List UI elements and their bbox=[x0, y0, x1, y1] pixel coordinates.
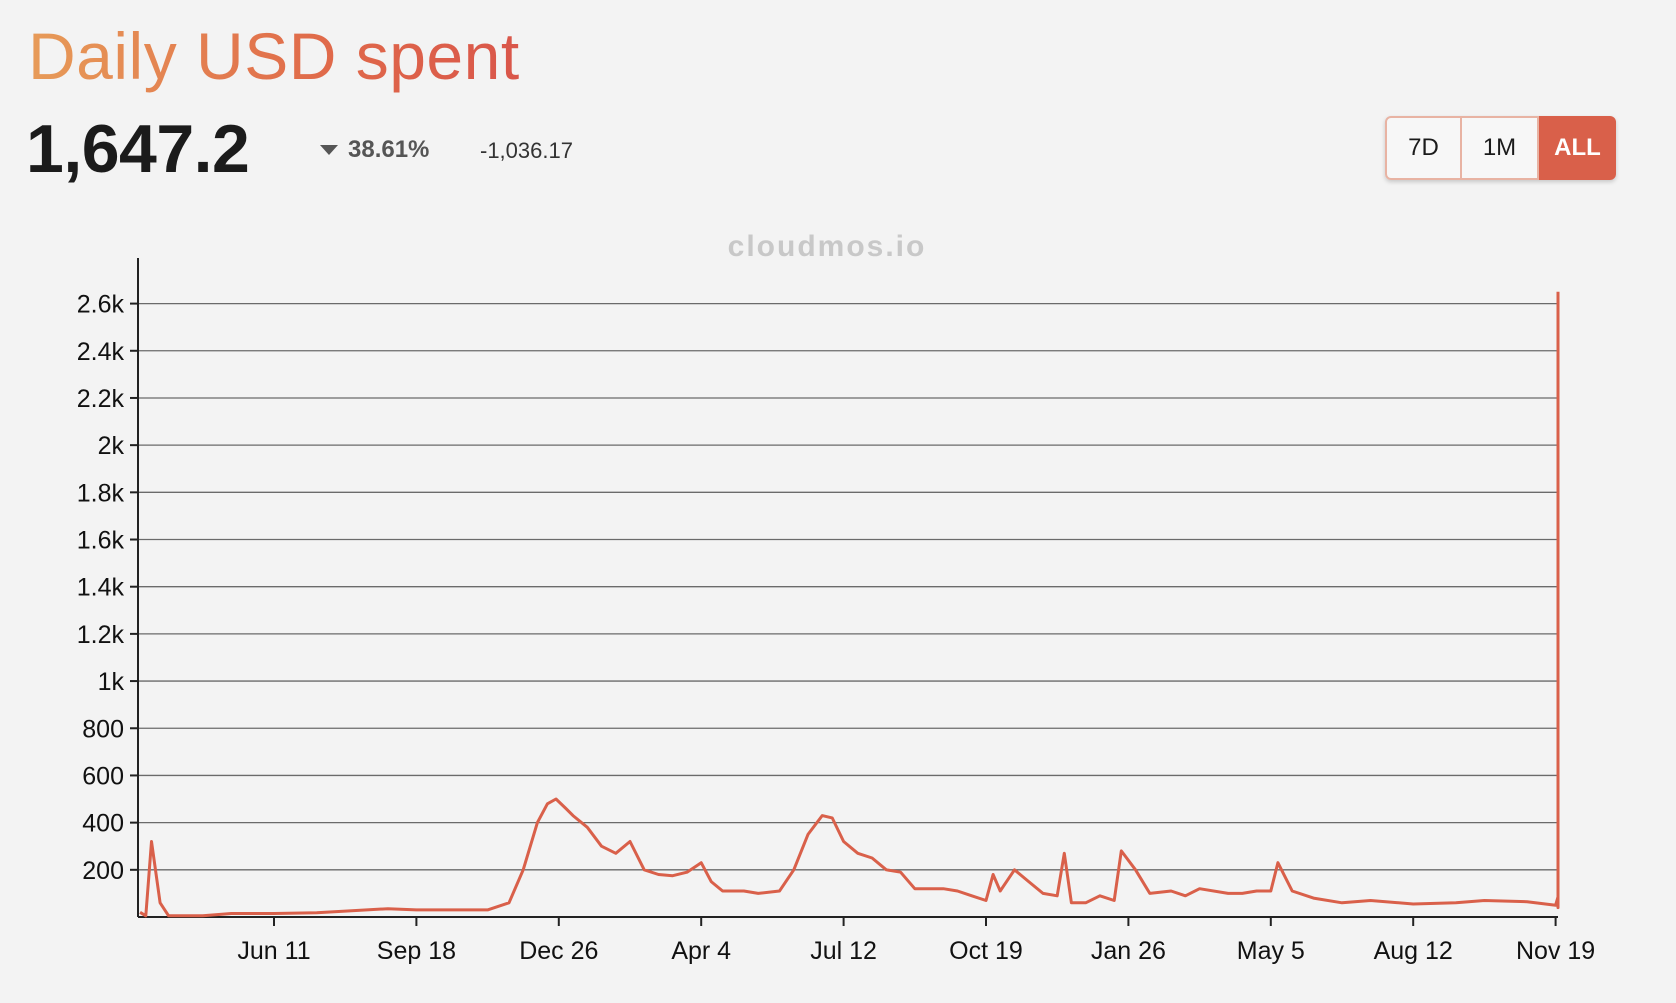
y-tick-label: 1.4k bbox=[77, 574, 125, 602]
current-value: 1,647.2 bbox=[26, 111, 250, 187]
chart-title: Daily USD spent bbox=[28, 19, 520, 93]
x-tick-label: Apr 4 bbox=[671, 937, 731, 965]
y-tick-label: 2.2k bbox=[77, 385, 125, 413]
y-tick-label: 600 bbox=[82, 762, 124, 790]
watermark: cloudmos.io bbox=[728, 230, 927, 263]
x-tick-label: Jun 11 bbox=[237, 937, 310, 965]
line-chart: cloudmos.io 200 400 600 800 1k 1.2k 1.4k 1.6k 1.… bbox=[77, 230, 1595, 965]
chart-area: cloudmos.io 200 400 600 800 1k 1.2k 1.4k 1.6k 1.… bbox=[0, 220, 1676, 998]
x-tick-label: Dec 26 bbox=[519, 937, 598, 965]
x-axis: Jun 11 Sep 18 Dec 26 Apr 4 Jul 12 Oct 19 Jan 2… bbox=[138, 916, 1595, 965]
down-triangle-icon bbox=[320, 145, 338, 155]
gridlines bbox=[138, 302, 1558, 871]
y-tick-label: 200 bbox=[82, 857, 124, 885]
change-percent-indicator: 38.61% bbox=[320, 136, 429, 164]
series-line bbox=[139, 291, 1560, 918]
y-tick-label: 2.6k bbox=[77, 291, 125, 319]
y-tick-label: 2.4k bbox=[77, 338, 125, 366]
y-tick-label: 400 bbox=[82, 810, 124, 838]
x-tick-label: Oct 19 bbox=[949, 937, 1023, 965]
y-tick-label: 2k bbox=[98, 432, 125, 460]
y-tick-label: 800 bbox=[82, 715, 124, 743]
y-tick-label: 1.6k bbox=[77, 527, 125, 555]
y-tick-label: 1.2k bbox=[77, 621, 125, 649]
x-tick-label: Sep 18 bbox=[377, 937, 456, 965]
change-percent: 38.61% bbox=[348, 136, 430, 163]
y-axis: 200 400 600 800 1k 1.2k 1.4k 1.6k 1.8k 2k 2.2k 2.4k… bbox=[77, 258, 139, 917]
x-tick-label: Nov 19 bbox=[1516, 937, 1595, 965]
range-1m-button[interactable]: 1M bbox=[1462, 116, 1539, 180]
x-tick-label: May 5 bbox=[1237, 937, 1305, 965]
range-all-button[interactable]: ALL bbox=[1539, 116, 1616, 180]
y-tick-label: 1.8k bbox=[77, 479, 125, 507]
change-absolute: -1,036.17 bbox=[480, 138, 573, 163]
y-tick-label: 1k bbox=[98, 668, 125, 696]
range-7d-button[interactable]: 7D bbox=[1385, 116, 1462, 180]
x-tick-label: Aug 12 bbox=[1374, 937, 1453, 965]
range-selector: 7D 1M ALL bbox=[1385, 116, 1616, 180]
x-tick-label: Jul 12 bbox=[810, 937, 877, 965]
x-tick-label: Jan 26 bbox=[1091, 937, 1166, 965]
